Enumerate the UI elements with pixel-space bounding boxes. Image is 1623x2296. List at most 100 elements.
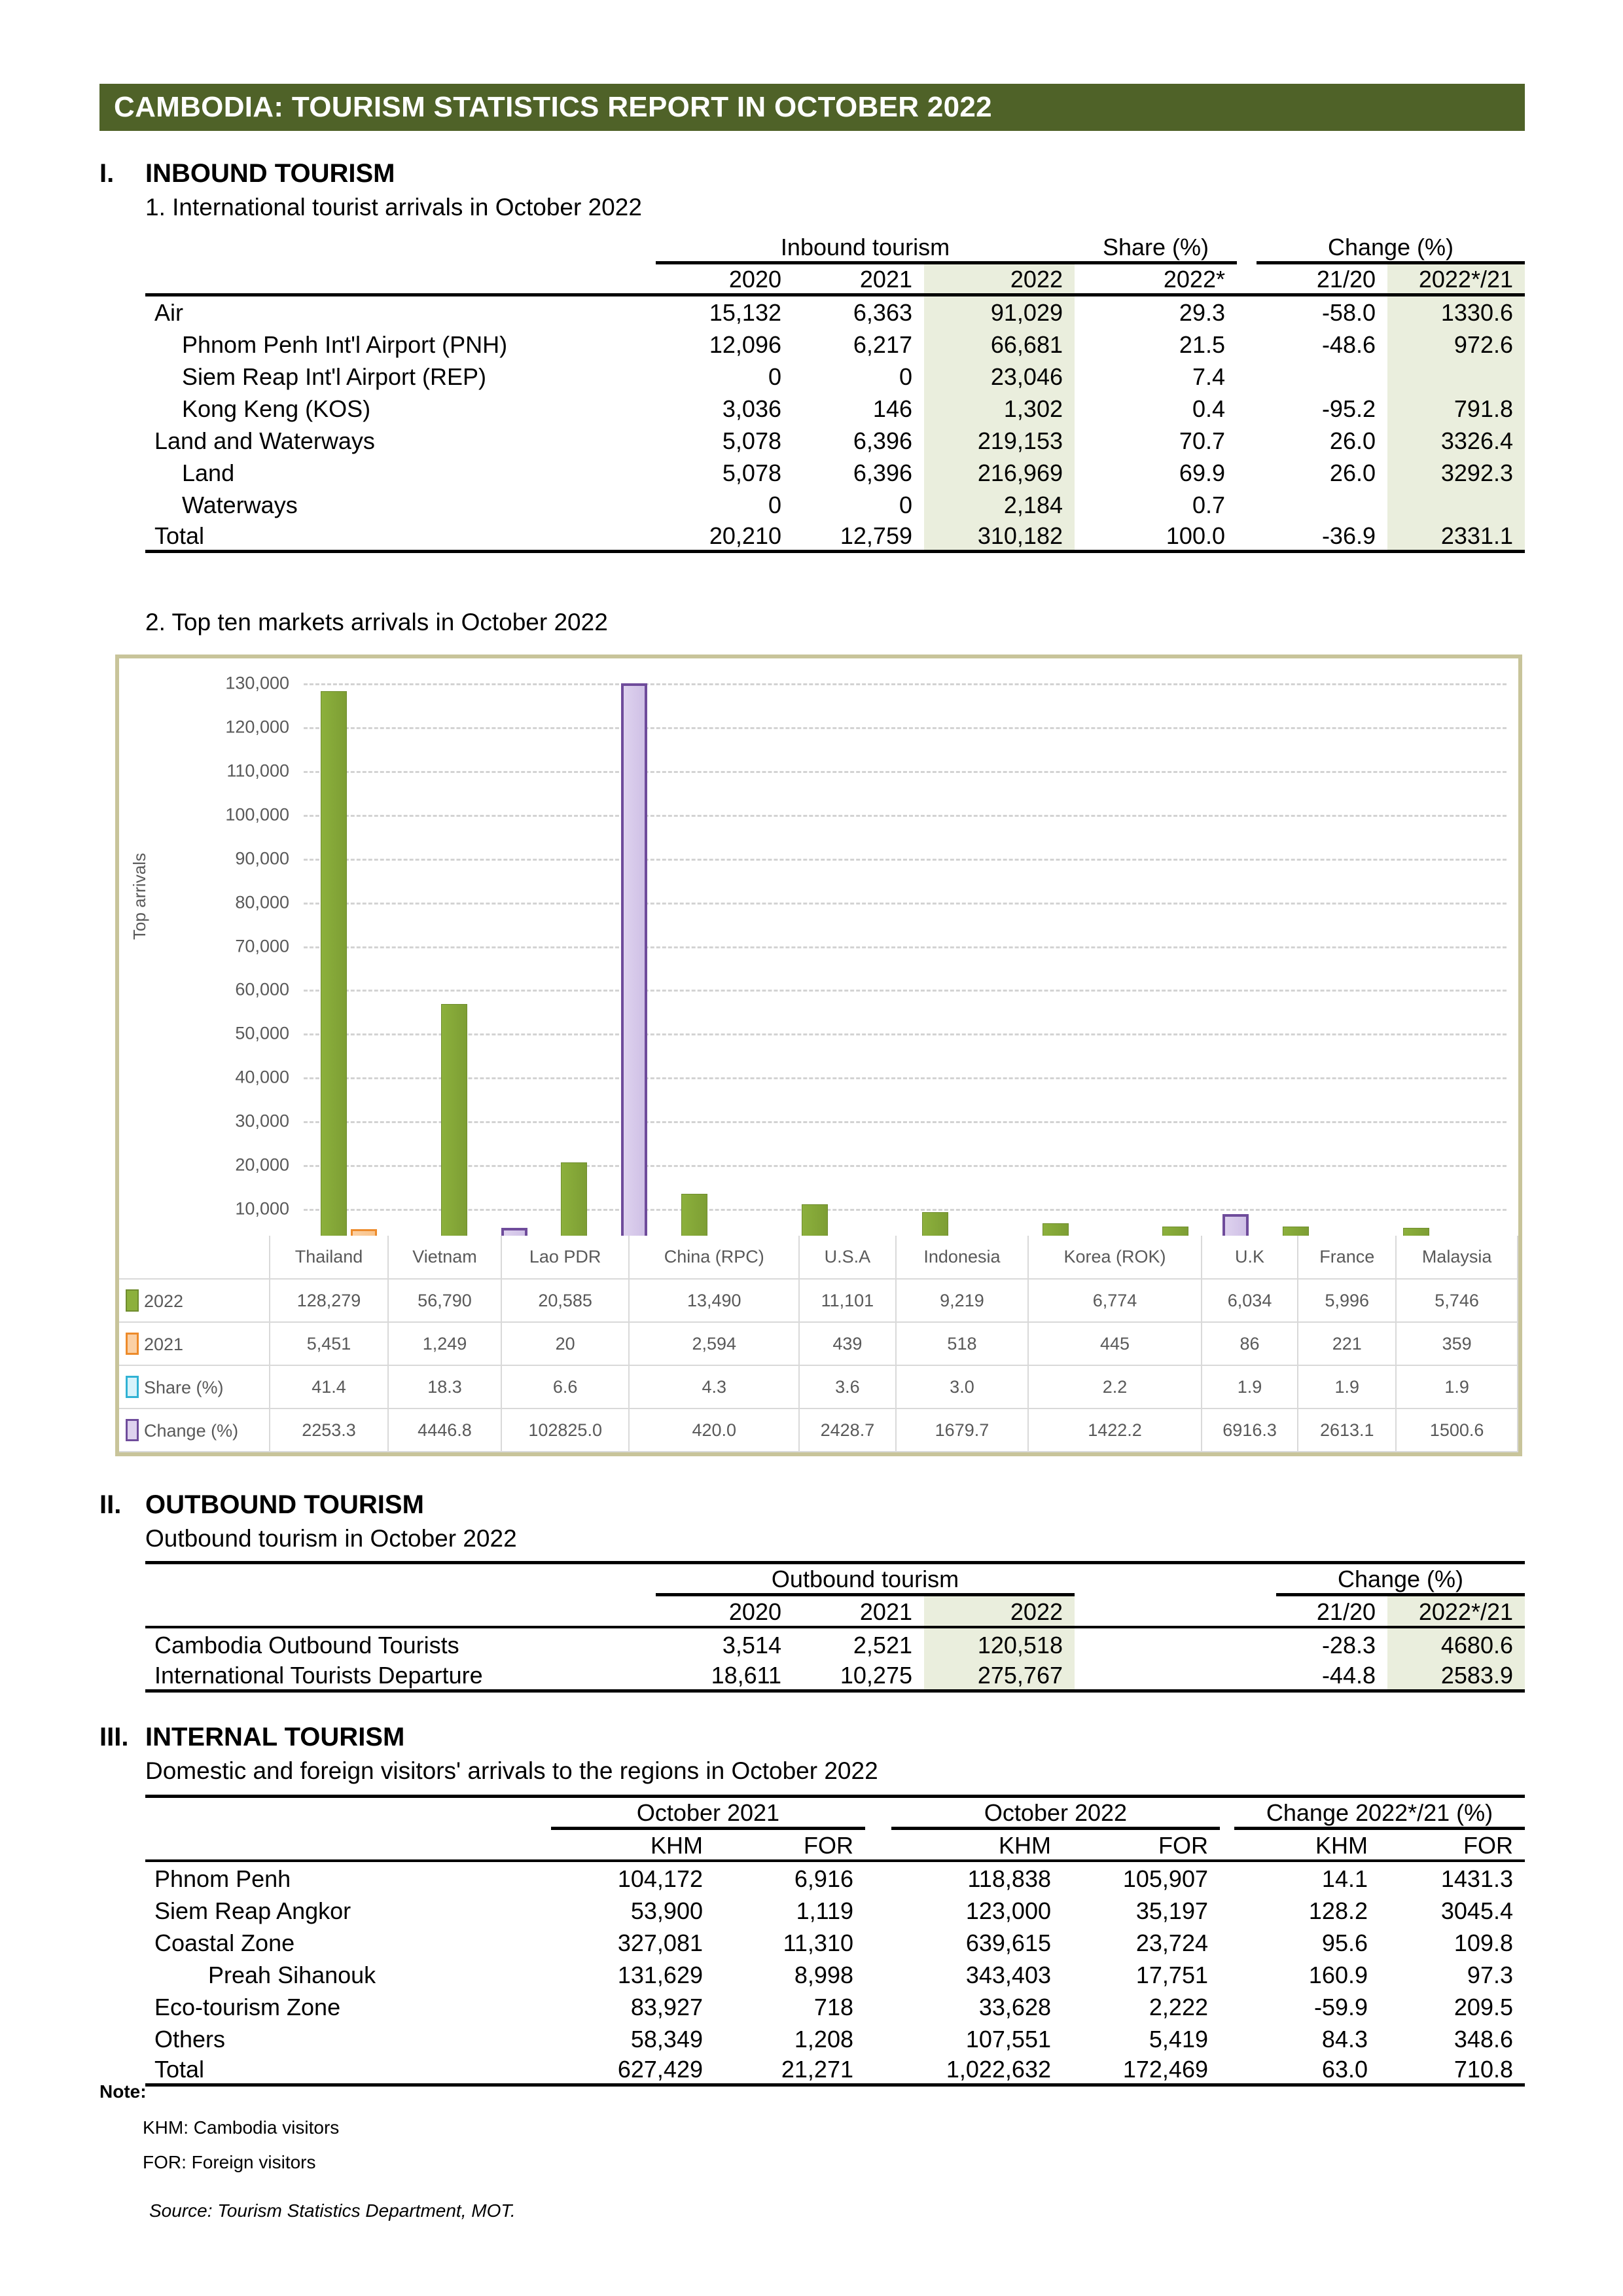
col-for-2021: FOR [804, 1831, 853, 1859]
chart-y-tick: 20,000 [235, 1155, 289, 1175]
table-row: International Tourists Departure 18,611 10… [145, 1659, 1525, 1693]
chart-table-cell: 518 [895, 1321, 1029, 1366]
cell-2022: 66,681 [924, 327, 1075, 359]
cell-for-2021: 718 [813, 1993, 853, 2020]
spacer-cell [1257, 1625, 1276, 1659]
group-header-inbound: Inbound tourism [656, 230, 1075, 264]
row-label: Kong Keng (KOS) [182, 395, 371, 422]
chart-table-cell: 13,490 [628, 1278, 800, 1323]
table-row: Phnom Penh 104,172 6,916 118,838 105,907 14.1… [145, 1859, 1525, 1893]
chart-gridline [304, 814, 1507, 817]
chart-table-cell: 2428.7 [798, 1408, 897, 1452]
chart-plot-wrap: Top arrivals 010,00020,00030,00040,00050… [119, 658, 1518, 1263]
cell-for-change: 209.5 [1454, 1993, 1513, 2020]
legend-label: 2021 [144, 1335, 184, 1354]
table-row: Phnom Penh Int'l Airport (PNH) 12,096 6,21… [145, 327, 1525, 359]
table-row: Cambodia Outbound Tourists 3,514 2,521 120,… [145, 1625, 1525, 1659]
cell-khm-2021: 83,927 [630, 1993, 703, 2020]
chart-table-category: Indonesia [895, 1236, 1029, 1280]
spacer-cell [1220, 1859, 1234, 1893]
spacer-cell [1220, 1957, 1234, 1989]
cell-for-2022: 105,907 [1063, 1859, 1220, 1893]
chart-category-group [664, 683, 785, 1253]
chart-table-cell: 2.2 [1027, 1365, 1202, 1409]
chart-table-cell: 11,101 [798, 1278, 897, 1323]
chart-category-group [905, 683, 1026, 1253]
spacer-cell [865, 1893, 891, 1925]
chart-y-tick: 40,000 [235, 1067, 289, 1087]
chart-table-cell: 102825.0 [500, 1408, 630, 1452]
chart-table-category: France [1297, 1236, 1397, 1280]
chart-y-tick: 110,000 [226, 761, 289, 781]
table-group-header-row: Outbound tourism Change (%) [145, 1561, 1525, 1596]
spacer-cell [1220, 1989, 1234, 2021]
cell-change-202221: 1330.6 [1387, 293, 1525, 327]
chart-legend-item: 2022 [119, 1278, 270, 1323]
cell-2020: 3,036 [722, 395, 781, 422]
cell-2020: 5,078 [722, 459, 781, 486]
chart-table-cell: 445 [1027, 1321, 1202, 1366]
chart-table-category-row: Thailand Vietnam Lao PDR China (RPC) U.S.A In… [119, 1236, 1518, 1280]
chart-table-corner [119, 1236, 270, 1280]
group-header-change: Change (%) [1276, 1561, 1525, 1596]
table-group-header-row: October 2021 October 2022 Change 2022*/2… [145, 1795, 1525, 1830]
chart-table-cell: 1.9 [1395, 1365, 1518, 1409]
spacer-cell [1220, 2021, 1234, 2053]
table-row: Eco-tourism Zone 83,927 718 33,628 2,222 -59.… [145, 1989, 1525, 2021]
report-title-bar: CAMBODIA: TOURISM STATISTICS REPORT IN O… [99, 84, 1525, 131]
chart-table-cell: 3.6 [798, 1365, 897, 1409]
cell-2021: 12,759 [793, 519, 924, 553]
spacer-cell [1237, 455, 1257, 487]
cell-change-202221: 3292.3 [1387, 455, 1525, 487]
col-change-202221: 2022*/21 [1387, 1594, 1525, 1627]
row-label: Waterways [182, 492, 298, 518]
cell-2020: 5,078 [722, 427, 781, 454]
cell-for-2022: 5,419 [1149, 2025, 1208, 2053]
legend-label: Change (%) [144, 1421, 239, 1441]
cell-2020: 0 [768, 492, 781, 518]
spacer-cell [1237, 487, 1257, 519]
cell-khm-change: -59.9 [1313, 1993, 1368, 2020]
chart-table-cell: 1679.7 [895, 1408, 1029, 1452]
outbound-tourism-table: Outbound tourism Change (%) 2020 2021 20… [145, 1561, 1525, 1693]
chart-category-group [1146, 683, 1266, 1253]
cell-for-2021: 1,208 [794, 2025, 853, 2053]
top-markets-chart: Top arrivals 010,00020,00030,00040,00050… [115, 655, 1522, 1456]
chart-table-cell: 20 [500, 1321, 630, 1366]
chart-table-row: 2021 5,451 1,249 20 2,594 439 518 445 86 221 359 [119, 1321, 1518, 1366]
cell-khm-change: 95.6 [1321, 1929, 1368, 1956]
spacer-cell [1237, 423, 1257, 455]
group-header-change-2022-21: Change 2022*/21 (%) [1234, 1795, 1525, 1830]
internal-tourism-table: October 2021 October 2022 Change 2022*/2… [145, 1795, 1525, 2087]
cell-for-change: 348.6 [1454, 2025, 1513, 2053]
cell-for-change: 97.3 [1467, 1961, 1513, 1988]
row-label: Land and Waterways [154, 427, 375, 454]
cell-share: 69.9 [1179, 459, 1225, 486]
cell-khm-2021: 327,081 [617, 1929, 703, 1956]
chart-table-category: Vietnam [387, 1236, 502, 1280]
table-row: Others 58,349 1,208 107,551 5,419 84.3 348.6 [145, 2021, 1525, 2053]
cell-2020: 15,132 [656, 293, 793, 327]
cell-for-2021: 8,998 [794, 1961, 853, 1988]
cell-2022: 216,969 [924, 455, 1075, 487]
cell-2022: 1,302 [924, 391, 1075, 423]
row-label: Air [145, 293, 656, 327]
chart-table-cell: 221 [1297, 1321, 1397, 1366]
chart-gridline [304, 1121, 1507, 1124]
chart-gridline [304, 1077, 1507, 1080]
cell-for-2021: 11,310 [783, 1929, 853, 1956]
cell-khm-2022: 639,615 [965, 1929, 1051, 1956]
chart-y-tick: 90,000 [235, 848, 289, 869]
col-change-2120: 21/20 [1316, 1598, 1376, 1625]
spacer-cell [865, 2053, 891, 2087]
row-label: Phnom Penh [145, 1859, 551, 1893]
chart-gridline [304, 1165, 1507, 1168]
internal-table-body: Phnom Penh 104,172 6,916 118,838 105,907 14.1… [145, 1859, 1525, 2087]
cell-2021: 0 [899, 492, 912, 518]
chart-bar-2022 [440, 1003, 467, 1253]
spacer-cell [865, 1859, 891, 1893]
col-change-2120: 21/20 [1316, 265, 1376, 293]
cell-for-2022: 2,222 [1149, 1993, 1208, 2020]
chart-gridline [304, 726, 1507, 729]
table-row: Siem Reap Int'l Airport (REP) 0 0 23,046 7.4 [145, 359, 1525, 391]
